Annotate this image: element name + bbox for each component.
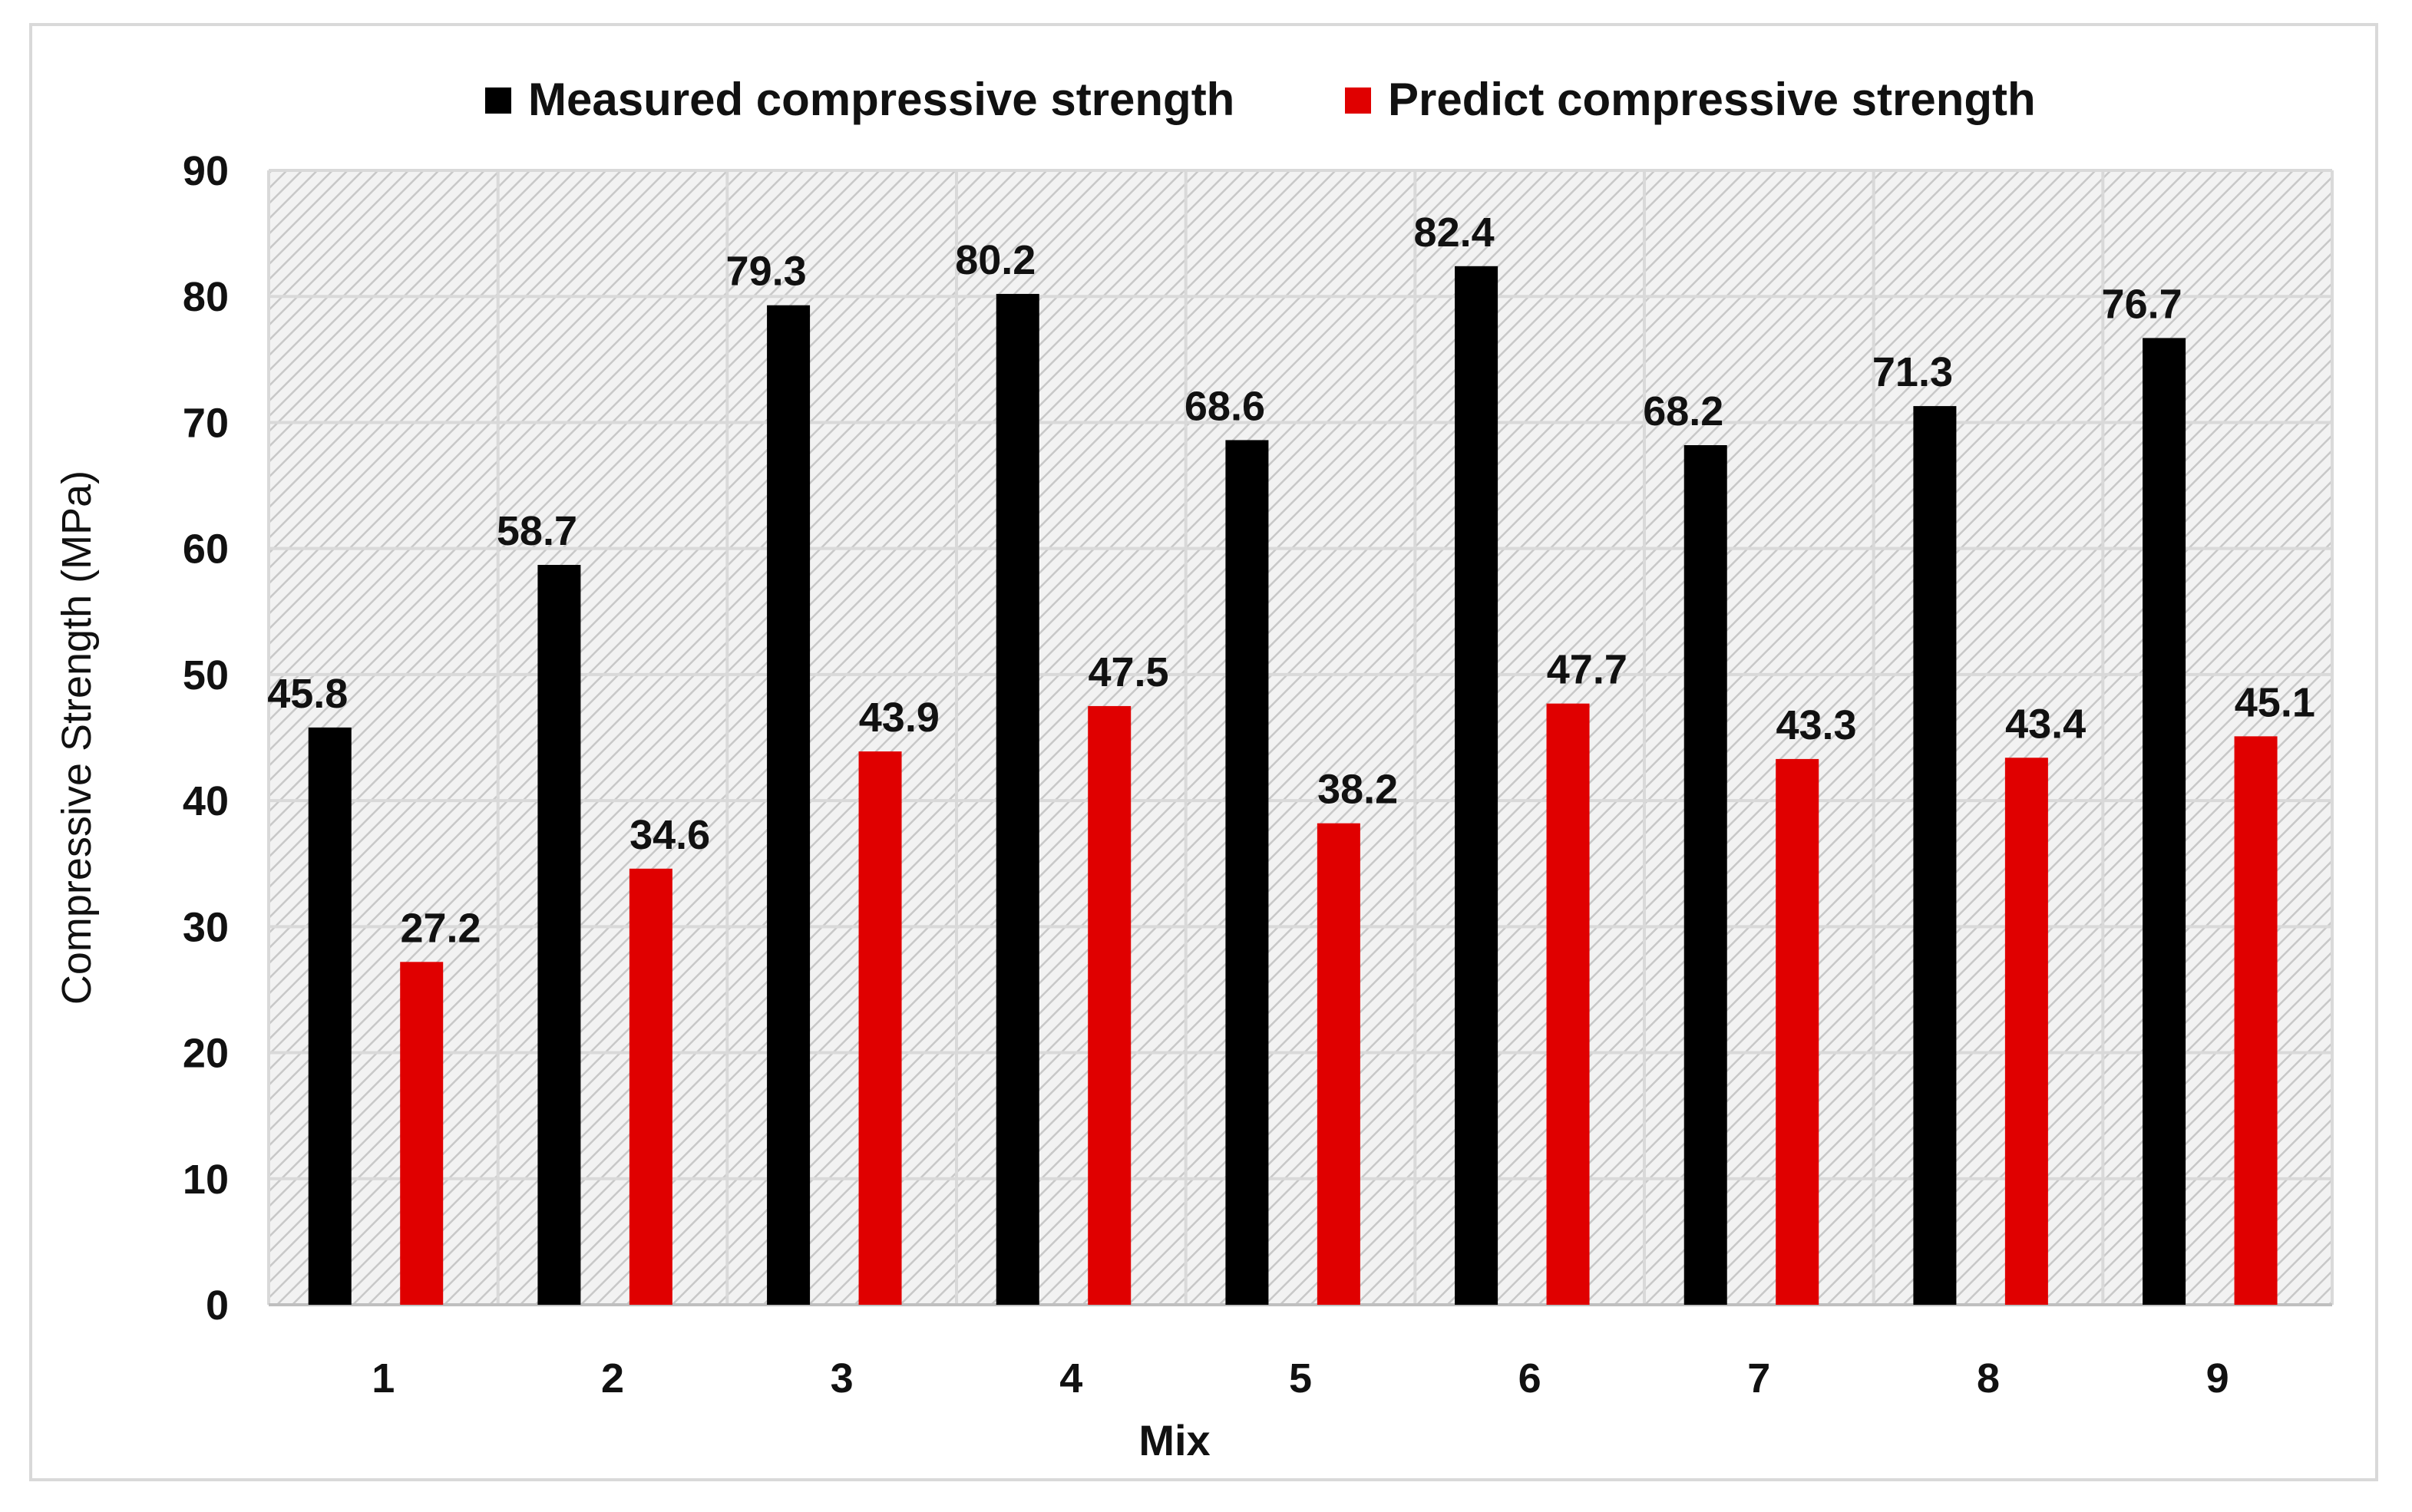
bar-predict (629, 868, 672, 1305)
data-label-predict: 34.6 (629, 812, 710, 858)
bar-predict (400, 962, 444, 1305)
data-label-predict: 47.7 (1547, 647, 1627, 693)
gridlines (267, 169, 2334, 1306)
x-tick-label: 7 (1747, 1355, 1770, 1401)
x-tick-label: 5 (1289, 1355, 1312, 1401)
legend-label-measured: Measured compressive strength (528, 74, 1234, 125)
bar-measured (1225, 440, 1269, 1305)
data-label-predict: 27.2 (400, 905, 481, 951)
bar-measured (2143, 338, 2186, 1306)
legend-swatch-measured (485, 87, 511, 114)
bar-predict (1317, 823, 1360, 1305)
bar-measured (1455, 266, 1498, 1306)
data-label-predict: 43.4 (2005, 701, 2086, 747)
data-label-measured: 68.2 (1643, 388, 1723, 434)
x-tick-label: 2 (601, 1355, 624, 1401)
y-tick-label: 70 (183, 400, 229, 446)
x-tick-label: 9 (2206, 1355, 2229, 1401)
data-label-measured: 58.7 (497, 508, 577, 554)
x-tick-label: 6 (1518, 1355, 1541, 1401)
bar-predict (2004, 758, 2048, 1305)
data-label-predict: 45.1 (2235, 679, 2315, 725)
x-tick-label: 1 (372, 1355, 395, 1401)
y-tick-label: 50 (183, 652, 229, 698)
x-axis-ticks: 1 2 3 4 5 6 7 8 9 (372, 1355, 2229, 1401)
bar-measured (1913, 406, 1957, 1305)
data-label-measured: 71.3 (1872, 349, 1953, 395)
y-tick-label: 80 (183, 274, 229, 320)
y-tick-label: 60 (183, 527, 229, 573)
x-tick-label: 4 (1059, 1355, 1082, 1401)
legend-label-predict: Predict compressive strength (1388, 74, 2036, 125)
data-labels: 45.8 27.2 58.7 34.6 79.3 43.9 80.2 47.5 68.6 38.2… (267, 210, 2315, 952)
bar-predict (1546, 703, 1590, 1305)
y-axis-ticks: 0 10 20 30 40 50 60 70 80 90 (183, 148, 229, 1329)
plot-area (269, 170, 2332, 1305)
data-label-predict: 38.2 (1317, 767, 1398, 813)
data-label-measured: 68.6 (1185, 383, 1265, 429)
x-tick-label: 3 (831, 1355, 854, 1401)
legend: Measured compressive strength Predict co… (485, 74, 2036, 125)
bar-measured (1683, 445, 1727, 1306)
data-label-measured: 80.2 (955, 237, 1036, 283)
y-tick-label: 20 (183, 1031, 229, 1077)
data-label-measured: 79.3 (726, 249, 807, 295)
bar-predict (2234, 736, 2278, 1305)
bar-measured (767, 305, 811, 1305)
bars (308, 266, 2278, 1306)
bar-measured (537, 565, 581, 1305)
data-label-predict: 43.9 (859, 695, 940, 741)
y-tick-label: 90 (183, 148, 229, 194)
data-label-measured: 76.7 (2102, 281, 2182, 327)
bar-predict (1776, 758, 1819, 1305)
x-axis-title: Mix (1138, 1416, 1210, 1464)
x-tick-label: 8 (1977, 1355, 2000, 1401)
bar-predict (1088, 705, 1132, 1305)
y-tick-label: 40 (183, 778, 229, 824)
data-label-predict: 43.3 (1776, 702, 1856, 748)
bar-predict (858, 751, 902, 1305)
data-label-measured: 82.4 (1414, 210, 1495, 256)
data-label-predict: 47.5 (1088, 649, 1168, 695)
legend-swatch-predict (1345, 87, 1371, 114)
data-label-measured: 45.8 (267, 671, 348, 717)
y-tick-label: 0 (206, 1283, 229, 1329)
y-tick-label: 10 (183, 1157, 229, 1203)
y-tick-label: 30 (183, 904, 229, 950)
bar-measured (996, 293, 1039, 1306)
y-axis-title: Compressive Strength (MPa) (54, 470, 100, 1005)
bar-measured (308, 727, 352, 1305)
